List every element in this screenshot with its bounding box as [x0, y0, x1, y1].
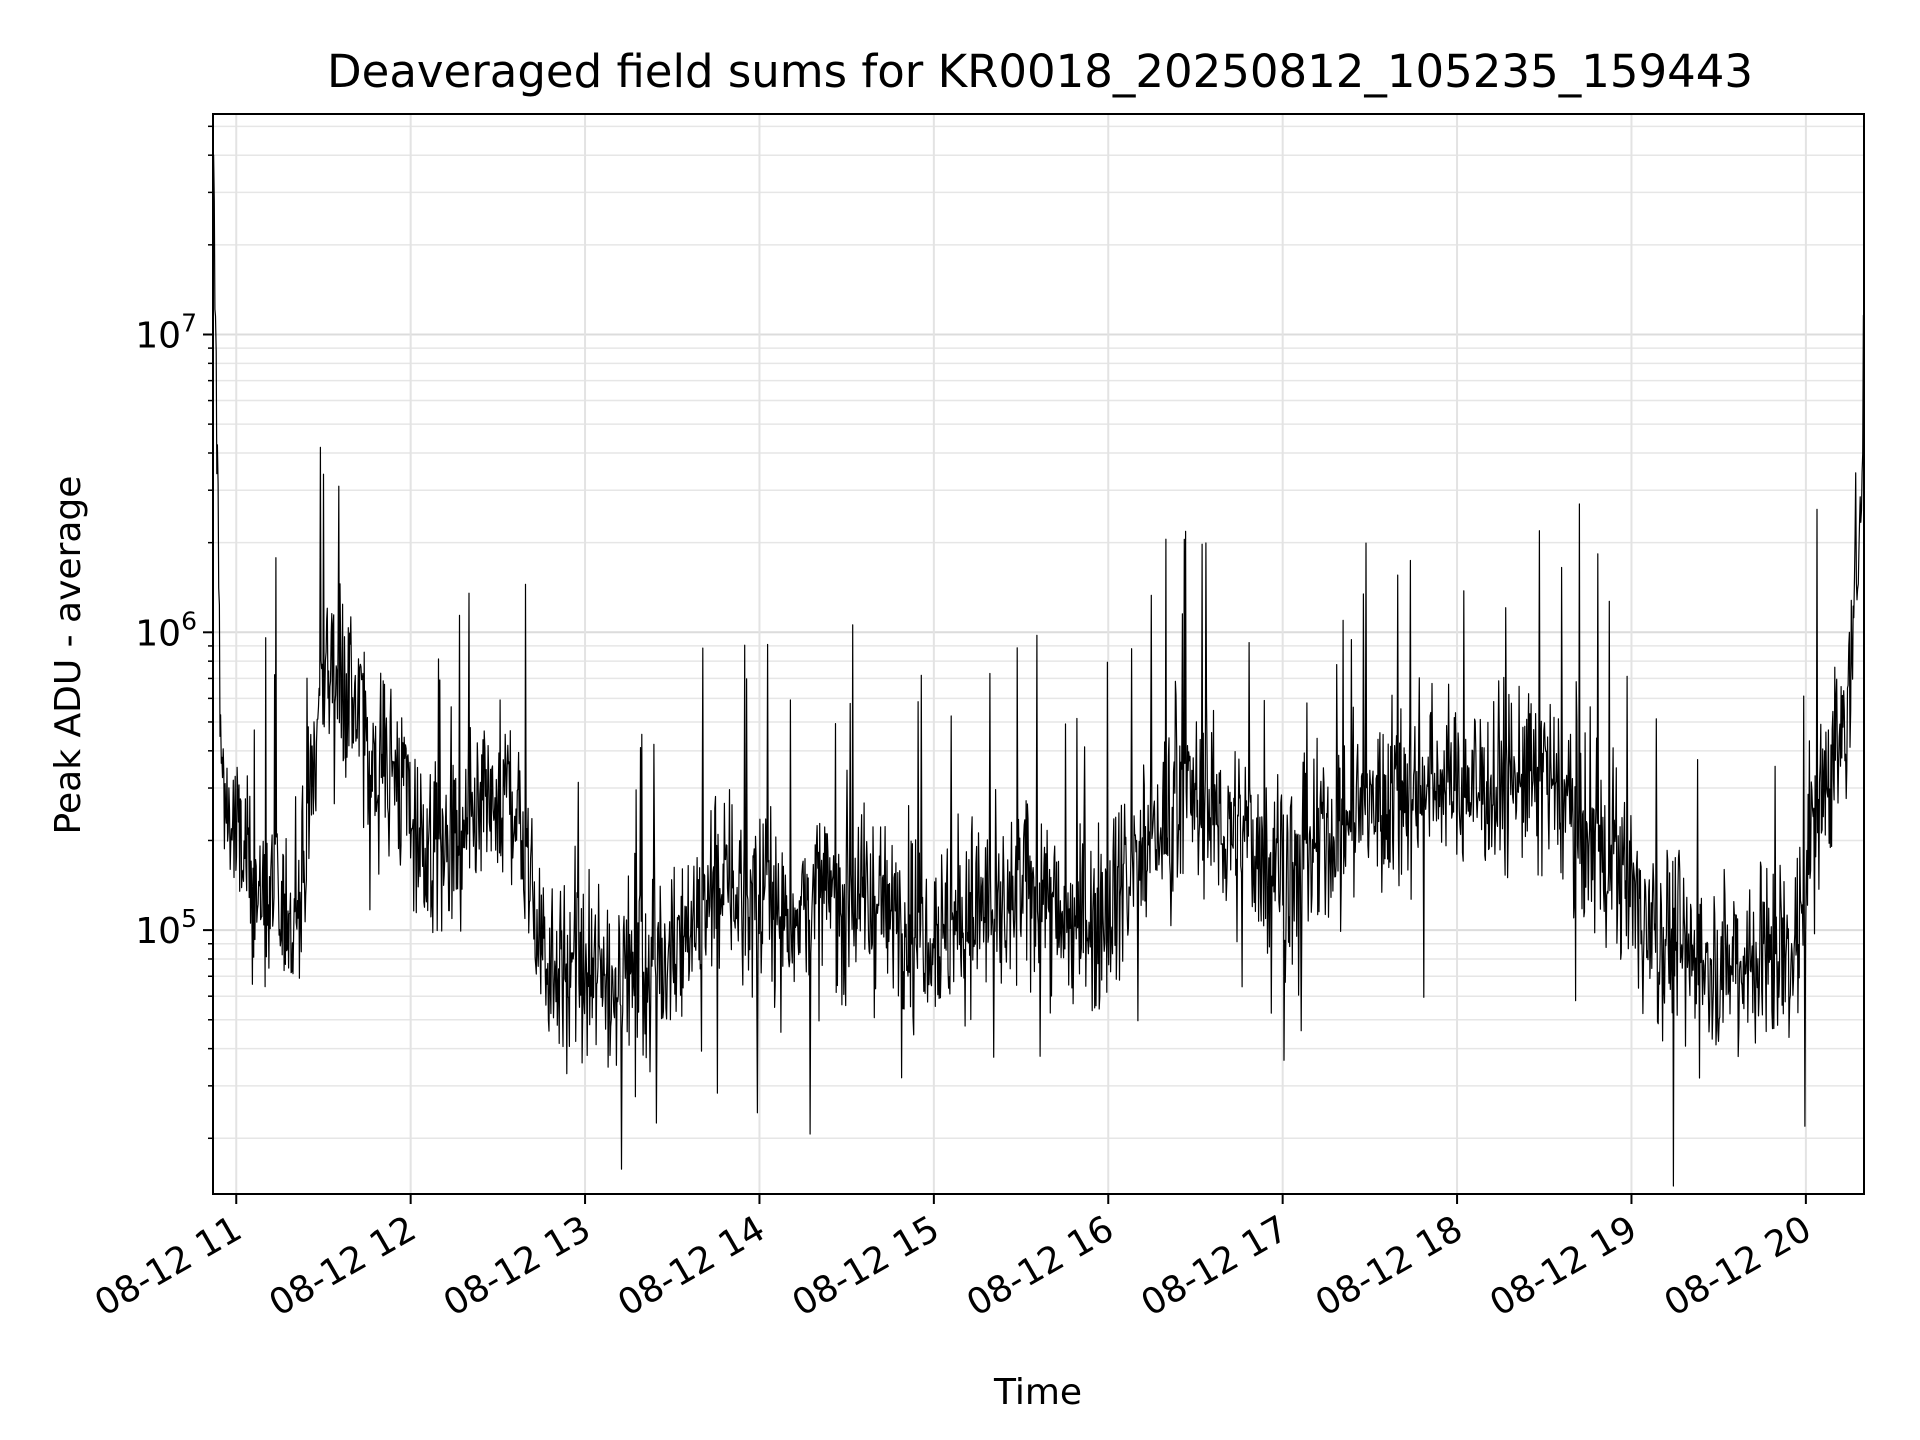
y-tick-label-base: 10	[135, 315, 181, 356]
chart-title: Deaveraged field sums for KR0018_2025081…	[327, 45, 1753, 98]
y-tick-label-base: 10	[135, 613, 181, 654]
y-tick-label-base: 10	[135, 911, 181, 952]
y-tick-label-exponent: 7	[181, 308, 197, 337]
y-tick-label: 106	[135, 606, 197, 654]
y-tick-label: 105	[135, 904, 197, 952]
axes-frame	[212, 113, 1865, 1195]
y-tick-label-exponent: 6	[181, 606, 197, 635]
x-axis-label: Time	[993, 1372, 1082, 1413]
y-tick-label: 107	[135, 308, 197, 356]
grid	[213, 114, 1864, 1194]
y-axis-label: Peak ADU - average	[48, 476, 89, 835]
data-series-line	[212, 154, 1865, 1187]
y-tick-label-exponent: 5	[181, 904, 197, 933]
plot-area	[212, 154, 1865, 1187]
